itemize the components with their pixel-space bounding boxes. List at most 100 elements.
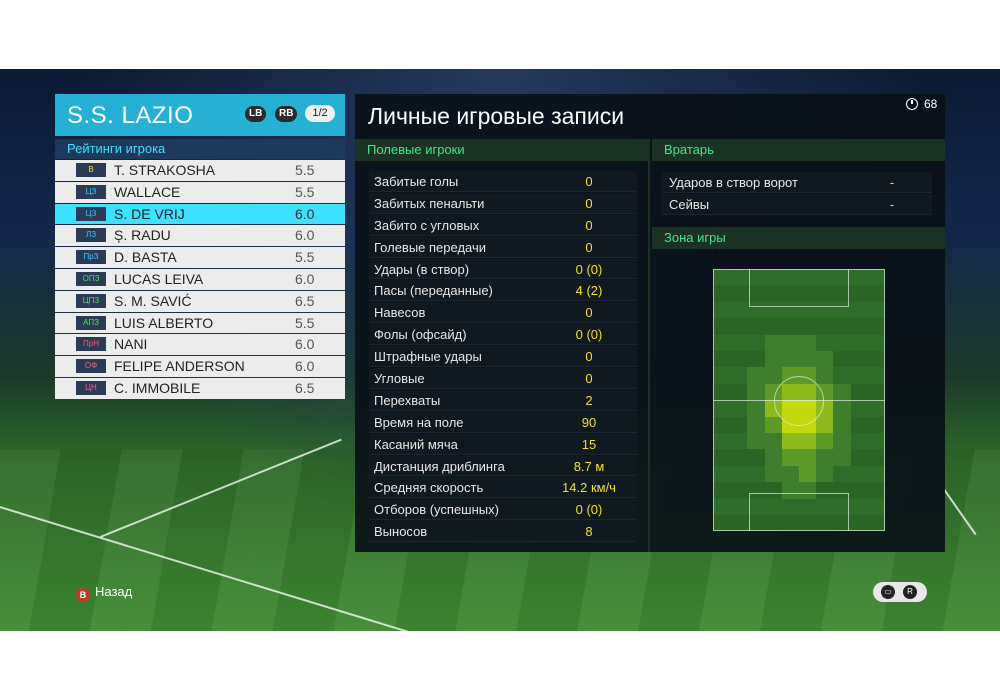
heatmap-cell — [799, 351, 817, 368]
goalkeeper-stat-row: Сейвы - — [662, 193, 932, 215]
heatmap-cell — [781, 351, 799, 368]
player-rating: 5.5 — [295, 314, 315, 331]
heatmap-cell — [833, 465, 851, 483]
heatmap-cell — [850, 416, 868, 433]
stat-value: 15 — [581, 436, 597, 452]
heatmap-cell — [764, 498, 782, 515]
player-rating: 6.0 — [295, 205, 315, 222]
position-badge: ЦН — [76, 380, 106, 395]
player-row[interactable]: В T. STRAKOSHA 5.5 — [55, 160, 345, 181]
player-row[interactable]: ПрЗ D. BASTA 5.5 — [55, 247, 345, 268]
heatmap-cell — [799, 515, 817, 531]
player-name: D. BASTA — [114, 249, 177, 266]
heatmap-cell — [816, 515, 834, 531]
heatmap-cell — [764, 515, 782, 531]
heatmap-cell — [713, 433, 731, 450]
field-stat-row: Отборов (успешных) 0 (0) — [369, 499, 637, 521]
heatmap-cell — [713, 285, 731, 302]
player-name: FELIPE ANDERSON — [114, 358, 245, 375]
stat-label: Ударов в створ ворот — [669, 175, 798, 190]
heatmap-cell — [730, 318, 748, 335]
heatmap-cell — [713, 318, 731, 335]
heatmap-cell — [747, 383, 765, 401]
field-stat-row: Угловые 0 — [369, 368, 637, 389]
stats-panel: Личные игровые записи 68 Полевые игроки … — [355, 94, 945, 552]
rb-button-icon[interactable]: RB — [275, 106, 298, 122]
heatmap-cell — [713, 400, 731, 417]
player-row[interactable]: АПЗ LUIS ALBERTO 5.5 — [55, 312, 345, 334]
player-row[interactable]: ЦЗ S. DE VRIJ 6.0 — [55, 203, 345, 225]
stat-label: Касаний мяча — [374, 436, 458, 452]
goalkeeper-stats-list: Ударов в створ ворот - Сейвы - — [662, 172, 932, 216]
stat-value: 4 (2) — [575, 283, 603, 299]
player-row[interactable]: ПрН NANI 6.0 — [55, 334, 345, 356]
player-rating: 5.5 — [295, 162, 315, 178]
heatmap-cell — [713, 465, 731, 483]
heatmap-cell — [747, 301, 765, 319]
heatmap-cell — [713, 351, 731, 368]
heatmap-cell — [833, 482, 851, 499]
field-stat-row: Выносов 8 — [369, 521, 637, 543]
player-row[interactable]: ОФ FELIPE ANDERSON 6.0 — [55, 356, 345, 377]
heatmap-cell — [867, 318, 885, 335]
field-stat-row: Пасы (переданные) 4 (2) — [369, 280, 637, 302]
heatmap-cell — [781, 482, 799, 499]
back-button[interactable]: B Назад — [76, 584, 132, 602]
heatmap-cell — [781, 285, 799, 302]
position-badge: ЦПЗ — [76, 293, 106, 308]
player-name: LUCAS LEIVA — [114, 270, 204, 287]
position-badge: ЦЗ — [76, 184, 106, 199]
stat-value: 0 — [585, 174, 593, 189]
right-controls[interactable]: ▭ R — [873, 582, 927, 602]
stat-label: Угловые — [374, 371, 425, 387]
player-row[interactable]: ЦЗ WALLACE 5.5 — [55, 181, 345, 203]
goalkeeper-header: Вратарь — [652, 139, 945, 161]
stat-label: Забитых пенальти — [374, 195, 485, 211]
player-rating: 5.5 — [295, 249, 315, 266]
heatmap-cell — [730, 367, 748, 384]
heatmap-cell — [850, 301, 868, 319]
right-stick-icon[interactable]: R — [903, 585, 917, 599]
field-stat-row: Забитых пенальти 0 — [369, 192, 637, 214]
heatmap-cell — [799, 334, 817, 351]
heatmap-cell — [833, 367, 851, 384]
heatmap-cell — [816, 416, 834, 433]
stat-value: 0 — [585, 349, 593, 365]
player-name: NANI — [114, 336, 148, 353]
heatmap-cell — [730, 351, 748, 368]
stat-label: Пасы (переданные) — [374, 283, 493, 299]
stat-label: Сейвы — [669, 196, 710, 212]
field-stat-row: Забитые голы 0 — [369, 171, 637, 192]
player-row[interactable]: ОПЗ LUCAS LEIVA 6.0 — [55, 268, 345, 290]
heatmap-cell — [799, 433, 817, 450]
chat-icon[interactable]: ▭ — [881, 585, 895, 599]
team-name: S.S. LAZIO — [67, 102, 194, 129]
lb-button-icon[interactable]: LB — [245, 106, 267, 122]
heatmap-cell — [764, 318, 782, 335]
player-row[interactable]: ЛЗ Ș. RADU 6.0 — [55, 225, 345, 247]
heatmap-cell — [816, 498, 834, 515]
heatmap-cell — [764, 285, 782, 302]
heatmap-cell — [850, 465, 868, 483]
player-rating: 6.0 — [295, 336, 315, 353]
heatmap-cell — [833, 318, 851, 335]
heatmap-cell — [730, 416, 748, 433]
heatmap-cell — [799, 318, 817, 335]
field-stat-row: Забито с угловых 0 — [369, 214, 637, 236]
heatmap-cell — [867, 334, 885, 351]
position-badge: ЛЗ — [76, 228, 106, 243]
player-list: В T. STRAKOSHA 5.5 ЦЗ WALLACE 5.5 ЦЗ S. DE VRIJ… — [55, 160, 345, 400]
stat-value: 8.7 м — [573, 458, 605, 474]
stat-value: 0 (0) — [575, 502, 603, 518]
stat-label: Время на поле — [374, 414, 464, 430]
heatmap-cell — [816, 449, 834, 466]
goalkeeper-stat-row: Ударов в створ ворот - — [662, 172, 932, 193]
heatmap-cell — [867, 351, 885, 368]
heatmap-cell — [730, 482, 748, 499]
player-row[interactable]: ЦПЗ S. M. SAVIĆ 6.5 — [55, 290, 345, 312]
player-row[interactable]: ЦН C. IMMOBILE 6.5 — [55, 377, 345, 399]
field-stat-row: Удары (в створ) 0 (0) — [369, 258, 637, 280]
heatmap-cell — [764, 482, 782, 499]
stat-value: 90 — [581, 414, 597, 430]
heatmap-cell — [816, 285, 834, 302]
